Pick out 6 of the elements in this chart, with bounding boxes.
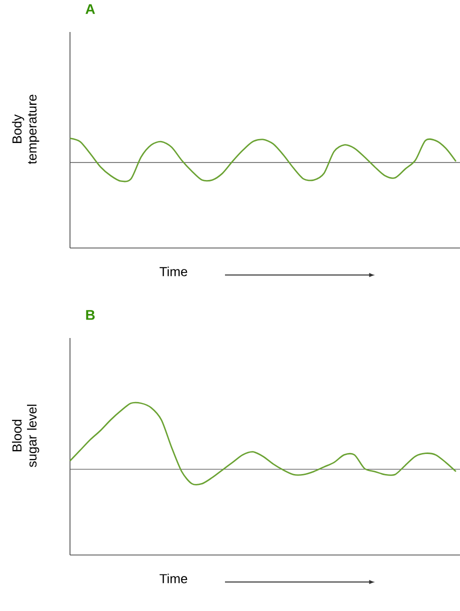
- y-axis-title: Body temperature: [12, 94, 40, 164]
- x-axis-title: Time: [160, 266, 188, 276]
- x-axis-title: Time: [160, 574, 188, 584]
- chart-title: B: [86, 310, 95, 320]
- y-axis-title: Blood sugar level: [12, 404, 40, 468]
- chart-title: A: [86, 4, 95, 14]
